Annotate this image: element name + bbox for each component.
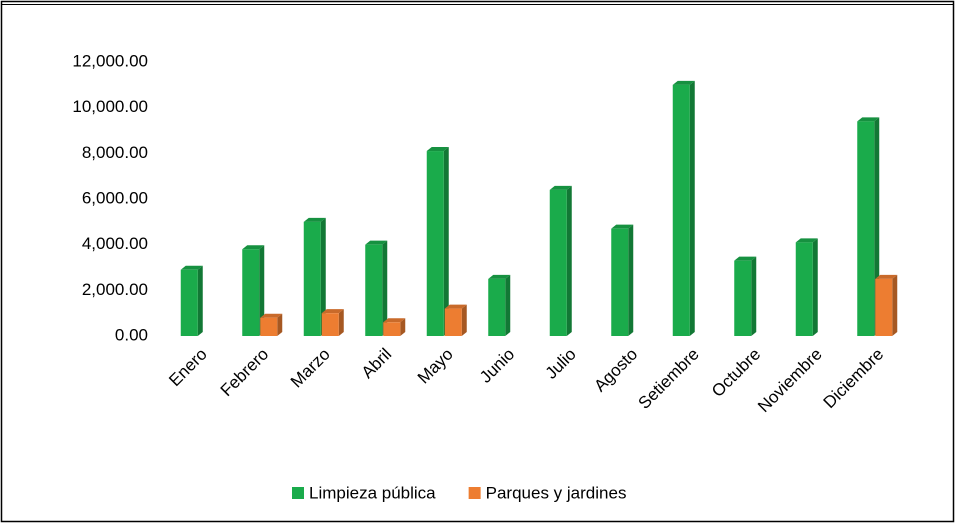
bar xyxy=(303,217,326,336)
bar-top xyxy=(242,245,265,250)
bar-front xyxy=(321,313,339,336)
bar xyxy=(672,80,695,336)
bar xyxy=(734,256,757,336)
bar-side xyxy=(197,265,203,336)
bar-front xyxy=(444,308,462,336)
bar xyxy=(426,147,449,336)
bar xyxy=(549,185,572,336)
y-tick-label: 12,000.00 xyxy=(72,51,148,70)
bar-front xyxy=(303,221,321,336)
y-tick-label: 6,000.00 xyxy=(82,188,148,207)
bar-front xyxy=(795,242,813,336)
bar-front xyxy=(672,84,690,336)
bar-side xyxy=(628,224,634,336)
bar-front xyxy=(734,260,752,336)
bar-side xyxy=(751,256,757,336)
legend-swatch xyxy=(292,487,304,499)
bar-front xyxy=(857,121,875,336)
y-tick-label: 8,000.00 xyxy=(82,143,148,162)
bar-side xyxy=(338,309,344,336)
bar-side xyxy=(689,80,695,336)
bar-top xyxy=(549,185,572,190)
bar-front xyxy=(365,244,383,336)
bar-front xyxy=(875,278,893,336)
bar-side xyxy=(566,185,572,336)
bar-top xyxy=(426,147,449,152)
bar-front xyxy=(426,151,444,336)
bar-front xyxy=(549,189,567,336)
bar xyxy=(444,304,467,336)
bar xyxy=(260,313,283,336)
bar-side xyxy=(461,304,467,336)
bar-side xyxy=(505,274,511,336)
bar-side xyxy=(443,147,449,336)
bar-top xyxy=(303,217,326,222)
bar-front xyxy=(383,322,401,336)
y-tick-label: 0.00 xyxy=(115,325,148,344)
bar xyxy=(611,224,634,336)
bar-front xyxy=(488,278,506,336)
bar xyxy=(875,274,898,336)
bar-front xyxy=(242,249,260,336)
y-tick-label: 10,000.00 xyxy=(72,97,148,116)
bar xyxy=(321,309,344,336)
bar-side xyxy=(320,217,326,336)
legend-swatch xyxy=(468,487,481,499)
y-tick-label: 2,000.00 xyxy=(82,280,148,299)
bar-top xyxy=(321,309,344,314)
bar-top xyxy=(672,80,695,85)
bar-top xyxy=(734,256,757,261)
bar xyxy=(242,245,265,336)
bar-top xyxy=(611,224,634,229)
bar-top xyxy=(857,117,880,122)
y-tick-label: 4,000.00 xyxy=(82,234,148,253)
bar-side xyxy=(400,318,406,336)
bar-front xyxy=(260,317,278,336)
bar-top xyxy=(180,265,203,270)
bar-top xyxy=(795,238,818,243)
legend-label: Parques y jardines xyxy=(486,483,627,502)
bar-top xyxy=(875,274,898,279)
bar-top xyxy=(260,313,283,318)
bar-side xyxy=(259,245,265,336)
legend-label: Limpieza pública xyxy=(309,483,436,502)
bar-front xyxy=(611,228,629,336)
bar xyxy=(795,238,818,336)
bar-side xyxy=(277,313,283,336)
bar-top xyxy=(365,240,388,245)
bar xyxy=(365,240,388,336)
bar xyxy=(383,318,406,336)
bar-top xyxy=(488,274,511,279)
bar-front xyxy=(180,269,198,336)
bar-side xyxy=(382,240,388,336)
bar-top xyxy=(383,318,406,323)
bar xyxy=(180,265,203,336)
bar-top xyxy=(444,304,467,309)
bar-side xyxy=(812,238,818,336)
bar xyxy=(488,274,511,336)
bar-side xyxy=(892,274,898,336)
